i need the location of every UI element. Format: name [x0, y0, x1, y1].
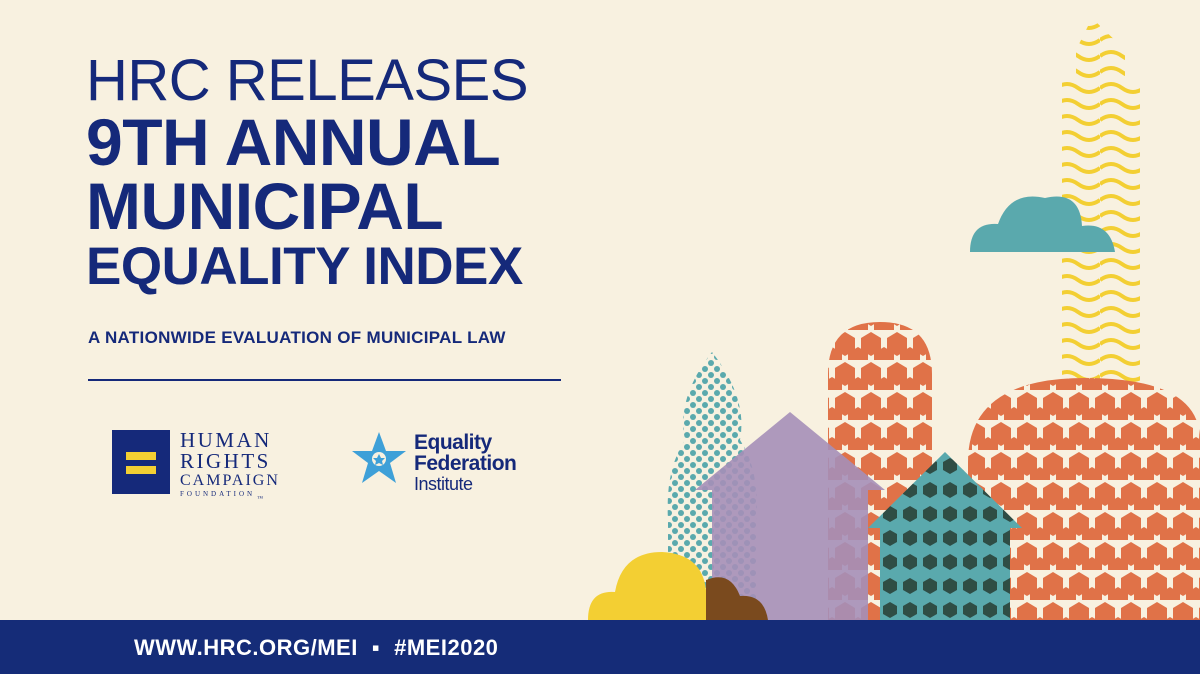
hrc-logo-text: HUMAN RIGHTS CAMPAIGN FOUNDATION™: [180, 430, 280, 504]
hrc-word-human: HUMAN: [180, 428, 272, 452]
hrc-word-campaign: CAMPAIGN: [180, 472, 280, 489]
footer-text: WWW.HRC.ORG/MEI ▪ #MEI2020: [134, 635, 498, 661]
subtitle: A NATIONWIDE EVALUATION OF MUNICIPAL LAW: [88, 328, 506, 347]
footer-hashtag[interactable]: #MEI2020: [394, 635, 499, 660]
footer-url[interactable]: WWW.HRC.ORG/MEI: [134, 635, 358, 660]
teal-hex-house: [868, 452, 1022, 620]
efi-word-institute: Institute: [414, 474, 473, 494]
teal-cloud: [970, 196, 1115, 252]
yellow-cloud: [588, 552, 742, 620]
headline: HRC RELEASES 9TH ANNUAL MUNICIPAL EQUALI…: [86, 52, 576, 296]
orange-hex-dome: [968, 378, 1200, 620]
hrc-word-rights: RIGHTS: [180, 449, 271, 473]
hrc-trademark: ™: [257, 496, 264, 502]
efi-word-federation: Federation: [414, 452, 517, 475]
purple-house: [695, 412, 885, 620]
footer-bar: WWW.HRC.ORG/MEI ▪ #MEI2020: [0, 620, 1200, 674]
headline-line-1: HRC RELEASES: [86, 48, 529, 113]
efi-logo-text: Equality Federation Institute: [414, 431, 517, 494]
headline-line-3: MUNICIPAL: [86, 169, 444, 243]
efi-word-equality: Equality: [414, 431, 492, 454]
divider: [88, 379, 561, 381]
star-logo-icon: [352, 432, 406, 483]
headline-line-2: 9TH ANNUAL: [86, 105, 501, 179]
headline-line-4: EQUALITY INDEX: [86, 237, 523, 296]
hrc-foundation-label: FOUNDATION: [180, 490, 256, 498]
equal-sign-logo-icon: [112, 430, 170, 494]
footer-separator: ▪: [371, 635, 381, 660]
equality-federation-logo: Equality Federation Institute: [348, 430, 517, 494]
brown-cloud: [706, 577, 768, 620]
hrc-word-foundation: FOUNDATION™: [180, 490, 280, 504]
